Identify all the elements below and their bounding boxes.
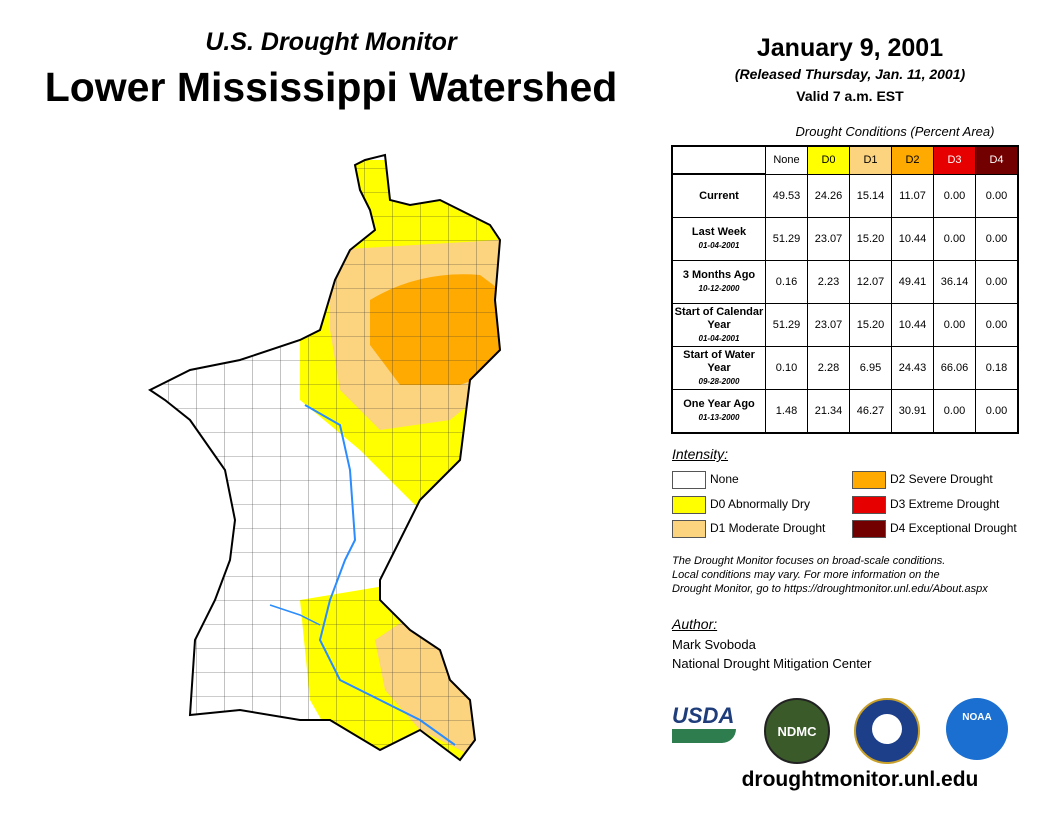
tributary-river bbox=[269, 604, 321, 626]
mississippi-river bbox=[304, 404, 456, 746]
legend-swatch bbox=[852, 471, 886, 489]
legend-swatch bbox=[672, 496, 706, 514]
legend-label: None bbox=[710, 472, 739, 486]
table-cell: 0.00 bbox=[975, 217, 1019, 261]
table-cell: 10.44 bbox=[891, 303, 934, 347]
row-label: Last Week 01-04-2001 bbox=[671, 217, 766, 261]
table-row: Start of Calendar Year 01-04-2001 51.29 23.… bbox=[671, 303, 1019, 347]
table-cell: 0.16 bbox=[765, 260, 808, 304]
row-label: 3 Months Ago 10-12-2000 bbox=[671, 260, 766, 304]
column-header: D4 bbox=[975, 145, 1019, 175]
table-cell: 0.00 bbox=[933, 173, 976, 218]
legend-label: D2 Severe Drought bbox=[890, 472, 993, 486]
table-cell: 1.48 bbox=[765, 389, 808, 434]
table-row: One Year Ago 01-13-2000 1.48 21.34 46.27 30.9… bbox=[671, 389, 1019, 434]
table-cell: 30.91 bbox=[891, 389, 934, 434]
table-cell: 0.00 bbox=[975, 389, 1019, 434]
table-cell: 0.00 bbox=[933, 389, 976, 434]
legend-swatch bbox=[672, 520, 706, 538]
table-cell: 24.26 bbox=[807, 173, 850, 218]
table-cell: 10.44 bbox=[891, 217, 934, 261]
note-line: Local conditions may vary. For more info… bbox=[672, 569, 940, 581]
column-header: None bbox=[765, 145, 808, 175]
release-date: (Released Thursday, Jan. 11, 2001) bbox=[734, 66, 966, 82]
table-cell: 2.28 bbox=[807, 346, 850, 390]
website-url[interactable]: droughtmonitor.unl.edu bbox=[741, 768, 979, 791]
legend-label: D3 Extreme Drought bbox=[890, 497, 1000, 511]
valid-time: Valid 7 a.m. EST bbox=[796, 88, 904, 104]
table-cell: 15.20 bbox=[849, 303, 892, 347]
row-label: Start of Water Year 09-28-2000 bbox=[671, 346, 766, 390]
table-row: 3 Months Ago 10-12-2000 0.16 2.23 12.07 49.41… bbox=[671, 260, 1019, 304]
table-cell: 15.20 bbox=[849, 217, 892, 261]
header-row: None D0 D1 D2 D3 D4 bbox=[672, 145, 1019, 175]
note-line: Drought Monitor, go to https://droughtmo… bbox=[672, 583, 988, 595]
table-cell: 6.95 bbox=[849, 346, 892, 390]
table-cell: 0.00 bbox=[975, 173, 1019, 218]
row-label: Start of Calendar Year 01-04-2001 bbox=[671, 303, 766, 347]
drought-conditions-table: None D0 D1 D2 D3 D4 Current 49.53 24.26 15.14 11.0… bbox=[671, 145, 1019, 434]
map-subtitle: U.S. Drought Monitor bbox=[205, 28, 457, 56]
table-cell: 49.41 bbox=[891, 260, 934, 304]
column-header: D2 bbox=[891, 145, 934, 175]
note-line: The Drought Monitor focuses on broad-sca… bbox=[672, 555, 946, 567]
table-cell: 2.23 bbox=[807, 260, 850, 304]
table-cell: 15.14 bbox=[849, 173, 892, 218]
intensity-title: Intensity: bbox=[672, 446, 729, 462]
legend-swatch bbox=[852, 520, 886, 538]
map-date: January 9, 2001 bbox=[756, 34, 944, 62]
table-cell: 46.27 bbox=[849, 389, 892, 434]
table-cell: 11.07 bbox=[891, 173, 934, 218]
info-note: The Drought Monitor focuses on broad-sca… bbox=[672, 554, 1032, 596]
legend-label: D0 Abnormally Dry bbox=[710, 497, 811, 511]
county-lines bbox=[150, 155, 500, 760]
column-header: D3 bbox=[933, 145, 976, 175]
map-title: Lower Mississippi Watershed bbox=[44, 64, 618, 110]
author-name: Mark Svoboda bbox=[672, 637, 756, 652]
table-cell: 51.29 bbox=[765, 217, 808, 261]
table-cell: 0.00 bbox=[933, 217, 976, 261]
row-label: Current bbox=[671, 173, 766, 218]
table-row: Start of Water Year 09-28-2000 0.10 2.28 6.9… bbox=[671, 346, 1019, 390]
ndmc-logo: NDMC bbox=[764, 698, 830, 764]
table-cell: 36.14 bbox=[933, 260, 976, 304]
table-cell: 24.43 bbox=[891, 346, 934, 390]
table-cell: 21.34 bbox=[807, 389, 850, 434]
watershed-map bbox=[149, 154, 501, 761]
row-label: One Year Ago 01-13-2000 bbox=[671, 389, 766, 434]
table-row: Last Week 01-04-2001 51.29 23.07 15.20 10.44 0… bbox=[671, 217, 1019, 261]
column-header: D0 bbox=[807, 145, 850, 175]
table-row: Current 49.53 24.26 15.14 11.07 0.00 0.00 bbox=[671, 173, 1019, 218]
legend-label: D1 Moderate Drought bbox=[710, 521, 826, 535]
legend-swatch bbox=[672, 471, 706, 489]
table-caption: Drought Conditions (Percent Area) bbox=[795, 124, 995, 139]
table-cell: 23.07 bbox=[807, 217, 850, 261]
commerce-seal-logo bbox=[854, 698, 920, 764]
legend-swatch bbox=[852, 496, 886, 514]
column-header: D1 bbox=[849, 145, 892, 175]
usda-logo: USDA bbox=[672, 703, 736, 747]
author-org: National Drought Mitigation Center bbox=[672, 656, 872, 671]
legend-label: D4 Exceptional Drought bbox=[890, 521, 1017, 535]
table-cell: 66.06 bbox=[933, 346, 976, 390]
table-cell: 12.07 bbox=[849, 260, 892, 304]
noaa-logo: NOAA bbox=[946, 698, 1008, 760]
table-cell: 0.00 bbox=[933, 303, 976, 347]
table-cell: 51.29 bbox=[765, 303, 808, 347]
author-title: Author: bbox=[672, 616, 718, 632]
table-cell: 0.18 bbox=[975, 346, 1019, 390]
table-cell: 0.00 bbox=[975, 260, 1019, 304]
table-cell: 0.00 bbox=[975, 303, 1019, 347]
table-cell: 49.53 bbox=[765, 173, 808, 218]
table-cell: 0.10 bbox=[765, 346, 808, 390]
table-cell: 23.07 bbox=[807, 303, 850, 347]
